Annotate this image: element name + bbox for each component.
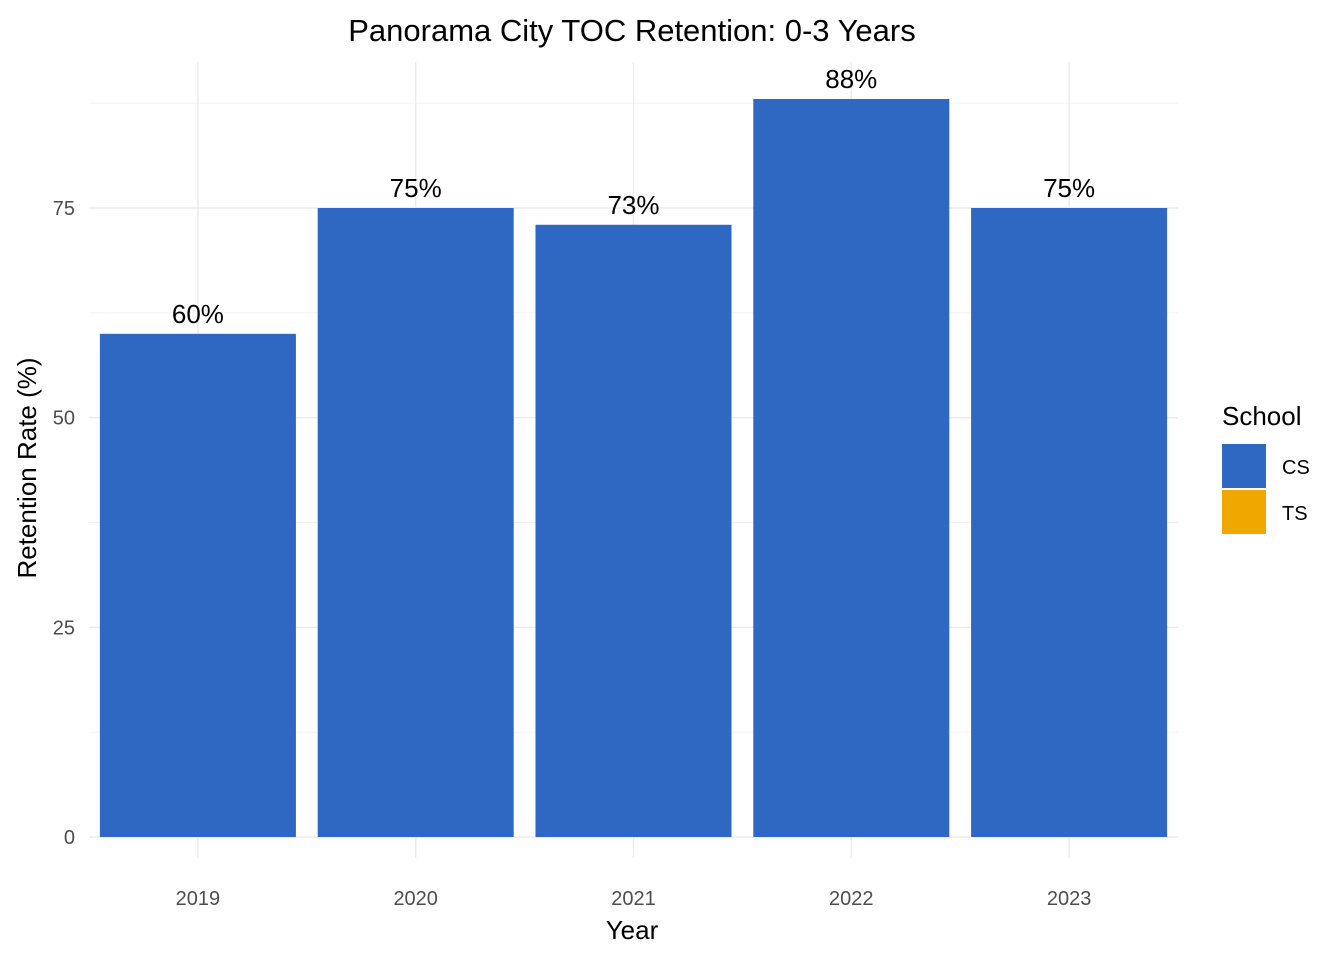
x-axis-title: Year xyxy=(606,915,659,945)
legend-label-CS: CS xyxy=(1282,457,1310,479)
y-axis-title: Retention Rate (%) xyxy=(12,357,42,578)
data-label-2023: 75% xyxy=(1043,173,1095,203)
data-label-2021: 73% xyxy=(607,190,659,220)
data-label-2019: 60% xyxy=(172,299,224,329)
y-tick-label: 50 xyxy=(53,408,75,430)
x-tick-label: 2022 xyxy=(829,888,874,910)
data-label-2020: 75% xyxy=(390,173,442,203)
y-tick-label: 0 xyxy=(64,827,75,849)
data-labels: 60% 75% 73% 88% 75% xyxy=(172,64,1095,329)
legend: School CS TS xyxy=(1222,401,1310,534)
data-label-2022: 88% xyxy=(825,64,877,94)
bar-2019 xyxy=(99,333,296,837)
x-tick-label: 2023 xyxy=(1047,888,1092,910)
bar-2023 xyxy=(971,208,1168,837)
bar-2022 xyxy=(753,98,950,838)
legend-items: CS TS xyxy=(1222,444,1310,534)
x-tick-label: 2021 xyxy=(611,888,656,910)
bar-2020 xyxy=(317,208,514,837)
legend-label-TS: TS xyxy=(1282,503,1308,525)
legend-title: School xyxy=(1222,401,1302,431)
legend-key-CS xyxy=(1222,444,1266,488)
bars xyxy=(99,98,1168,838)
legend-key-TS xyxy=(1222,490,1266,534)
bar-2021 xyxy=(535,224,732,838)
axes: 0 25 50 75 2019 2020 2021 2022 2023 xyxy=(53,198,1092,910)
x-tick-label: 2019 xyxy=(176,888,221,910)
x-tick-label: 2020 xyxy=(393,888,438,910)
y-tick-label: 75 xyxy=(53,198,75,220)
chart-title: Panorama City TOC Retention: 0-3 Years xyxy=(348,13,916,48)
y-tick-label: 25 xyxy=(53,617,75,639)
